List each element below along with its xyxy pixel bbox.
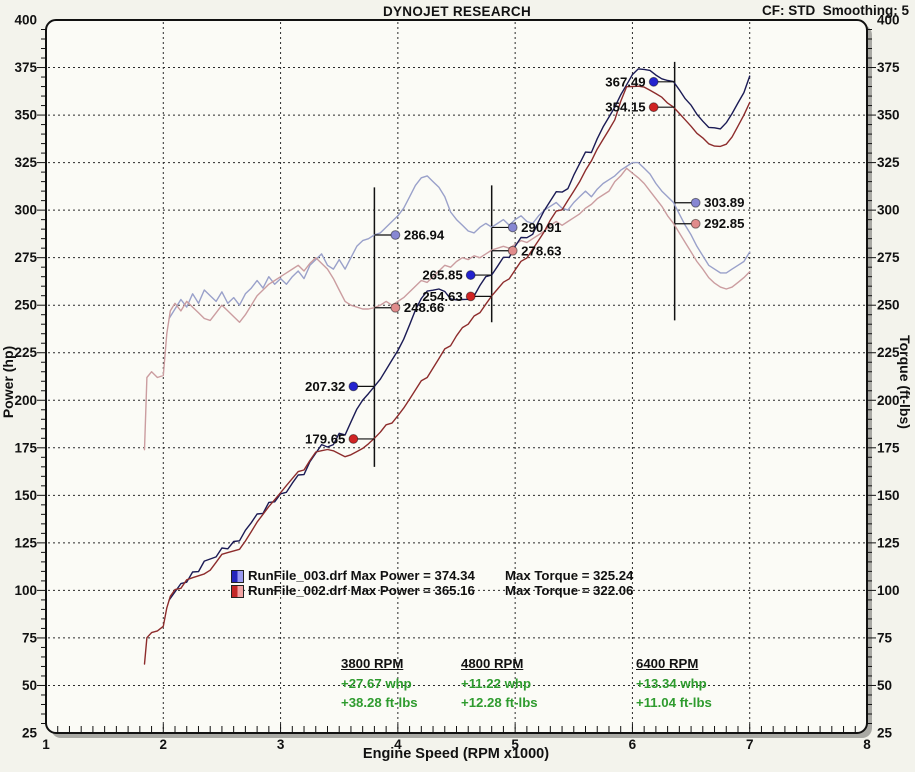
- y-axis-tick-label-left: 175: [14, 440, 37, 455]
- correction-settings: CF: STD Smoothing: 5: [762, 3, 909, 18]
- measurement-label: 207.32: [305, 379, 345, 394]
- y-axis-tick-label-right: 250: [877, 298, 900, 313]
- y-axis-tick-label-right: 300: [877, 203, 900, 218]
- curve-power-003: [168, 68, 751, 601]
- y-axis-tick-label-right: 400: [877, 13, 900, 28]
- measurement-label: 248.66: [404, 300, 444, 315]
- y-axis-tick-label-left: 375: [14, 60, 37, 75]
- y-axis-tick-label-left: 350: [14, 108, 37, 123]
- legend-swatch-blue-icon: [231, 570, 244, 583]
- legend-swatch-red-icon: [231, 585, 244, 598]
- gain-ftlbs: +12.28 ft-lbs: [461, 695, 538, 710]
- y-axis-label-torque: Torque (ft-lbs): [897, 335, 913, 429]
- measurement-dot-icon: [390, 230, 401, 240]
- y-axis-tick-label-right: 325: [877, 155, 900, 170]
- y-axis-tick-label-left: 25: [22, 726, 38, 741]
- page-title: DYNOJET RESEARCH: [382, 4, 532, 19]
- y-axis-tick-label-right: 350: [877, 108, 900, 123]
- y-axis-tick-label-right: 225: [877, 345, 900, 360]
- y-axis-tick-label-right: 275: [877, 250, 900, 265]
- gain-whp: +11.22 whp: [461, 675, 532, 691]
- plot-border: [45, 19, 868, 734]
- x-axis-tick-label: 7: [746, 737, 754, 752]
- y-axis-tick-label-right: 375: [877, 60, 900, 75]
- legend-label-power-003: RunFile_003.drf Max Power = 374.34: [248, 568, 475, 583]
- legend-row-runfile002: RunFile_002.drf Max Power = 365.16 Max T…: [231, 584, 651, 598]
- measurement-label: 290.91: [521, 220, 561, 235]
- x-axis-tick-label: 2: [160, 737, 168, 752]
- y-axis-tick-label-left: 400: [14, 13, 37, 28]
- gain-ftlbs: +11.04 ft-lbs: [636, 695, 712, 710]
- measurement-dot-icon: [465, 291, 476, 302]
- y-axis-tick-label-left: 50: [22, 678, 37, 693]
- y-axis-tick-label-right: 125: [877, 535, 900, 550]
- measurement-dot-icon: [648, 102, 659, 113]
- y-axis-tick-label-left: 225: [14, 345, 37, 360]
- y-axis-tick-label-left: 275: [14, 250, 37, 265]
- x-axis-tick-label: 1: [42, 737, 50, 752]
- gain-stats-3800: 3800 RPM +27.67 whp +38.28 ft-lbs: [341, 654, 418, 713]
- y-axis-tick-label-left: 125: [14, 535, 37, 550]
- legend-label-torque-002: Max Torque = 322.06: [505, 583, 634, 598]
- x-axis-label: Engine Speed (RPM x1000): [362, 746, 550, 762]
- y-axis-tick-label-left: 200: [14, 393, 37, 408]
- measurement-label: 303.89: [704, 195, 744, 210]
- y-axis-tick-label-right: 50: [877, 678, 892, 693]
- y-axis-tick-label-right: 150: [877, 488, 900, 503]
- gain-whp: +13.34 whp: [636, 675, 707, 691]
- gain-ftlbs: +38.28 ft-lbs: [341, 695, 418, 710]
- measurement-label: 292.85: [704, 216, 744, 231]
- y-axis-label-power: Power (hp): [0, 345, 16, 419]
- legend-label-power-002: RunFile_002.drf Max Power = 365.16: [248, 583, 475, 598]
- gain-stats-6400: 6400 RPM +13.34 whp +11.04 ft-lbs: [636, 654, 712, 713]
- x-axis-tick-label: 4: [394, 737, 402, 752]
- measurement-dot-icon: [507, 245, 518, 256]
- x-axis-tick-label: 3: [277, 737, 285, 752]
- measurement-label: 254.63: [422, 289, 462, 304]
- y-axis-tick-label-right: 200: [877, 393, 900, 408]
- y-axis-tick-label-left: 75: [22, 630, 38, 645]
- x-axis-tick-label: 5: [511, 737, 519, 752]
- curve-power-002: [143, 85, 751, 665]
- y-axis-tick-label-left: 250: [14, 298, 37, 313]
- measurement-dot-icon: [348, 381, 359, 392]
- measurement-dot-icon: [507, 222, 518, 233]
- y-axis-tick-label-right: 100: [877, 583, 900, 598]
- curve-torque-002: [143, 167, 751, 451]
- measurement-dot-icon: [648, 76, 659, 87]
- measurement-label: 286.94: [404, 227, 445, 242]
- y-axis-tick-label-left: 325: [14, 155, 37, 170]
- gain-rpm-heading: 4800 RPM: [461, 656, 524, 671]
- legend-row-runfile003: RunFile_003.drf Max Power = 374.34 Max T…: [231, 569, 651, 583]
- measurement-dot-icon: [390, 302, 401, 313]
- measurement-label: 367.49: [605, 74, 645, 89]
- y-axis-tick-label-left: 300: [14, 203, 37, 218]
- measurement-label: 354.15: [605, 100, 645, 115]
- measurement-dot-icon: [690, 218, 701, 229]
- curve-torque-003: [168, 161, 751, 320]
- legend: RunFile_003.drf Max Power = 374.34 Max T…: [231, 569, 651, 599]
- measurement-dot-icon: [348, 434, 359, 444]
- y-axis-tick-label-right: 175: [877, 440, 900, 455]
- gain-stats-4800: 4800 RPM +11.22 whp +12.28 ft-lbs: [461, 654, 538, 713]
- measurement-label: 278.63: [521, 243, 561, 258]
- gain-rpm-heading: 6400 RPM: [636, 656, 699, 671]
- legend-label-torque-003: Max Torque = 325.24: [505, 568, 634, 583]
- gain-whp: +27.67 whp: [341, 675, 412, 691]
- x-axis-tick-label: 6: [629, 737, 637, 752]
- x-axis-tick-label: 8: [863, 737, 871, 752]
- measurement-label: 265.85: [422, 268, 462, 283]
- measurement-label: 179.65: [305, 431, 345, 446]
- y-axis-tick-label-right: 75: [877, 630, 893, 645]
- y-axis-tick-label-left: 150: [14, 488, 37, 503]
- measurement-dot-icon: [465, 270, 476, 280]
- y-axis-tick-label-right: 25: [877, 726, 893, 741]
- y-axis-tick-label-left: 100: [14, 583, 37, 598]
- measurement-dot-icon: [690, 197, 701, 208]
- gain-rpm-heading: 3800 RPM: [341, 656, 404, 671]
